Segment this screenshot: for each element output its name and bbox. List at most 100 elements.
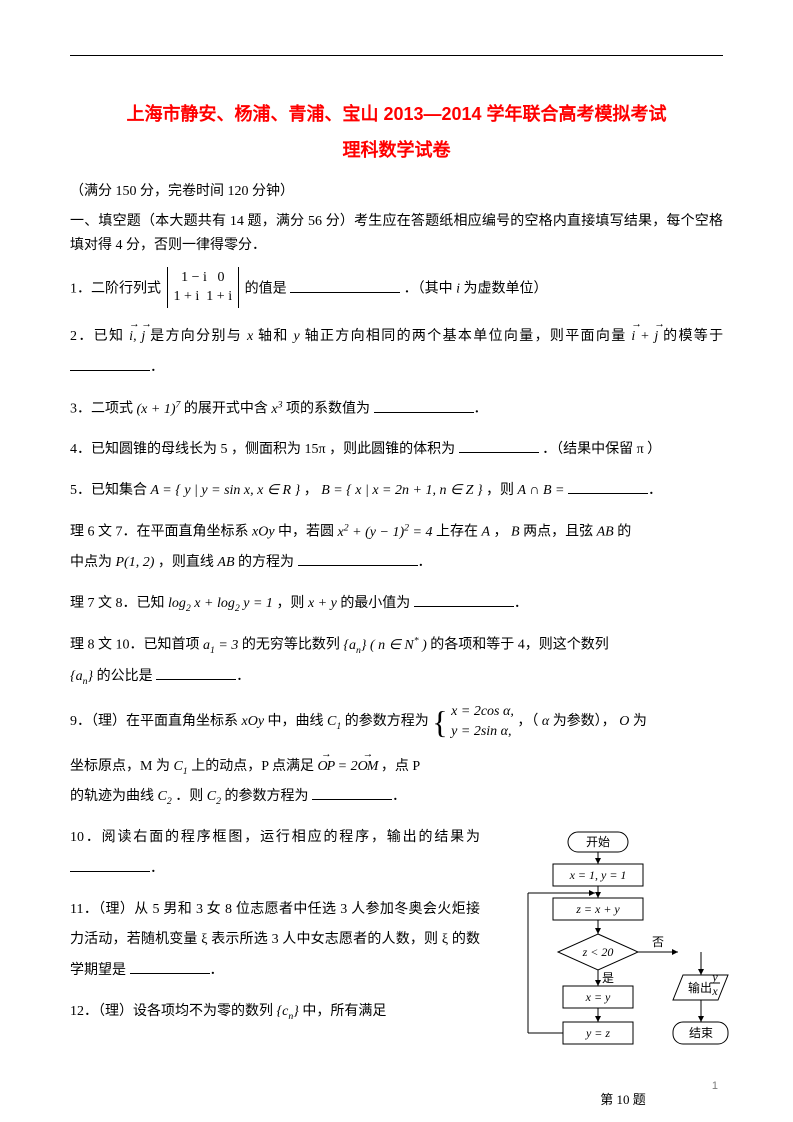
blank <box>568 479 648 494</box>
question-10: 10．阅读右面的程序框图，运行相应的程序，输出的结果为 ． <box>70 823 480 885</box>
q9-b: 中，曲线 <box>268 714 324 729</box>
q7-b: ，则 <box>276 596 304 611</box>
imaginary-i: i <box>456 282 460 297</box>
question-6: 理 6 文 7．在平面直角坐标系 xOy 中，若圆 x2 + (y − 1)2 … <box>70 517 723 579</box>
q9-f: 为 <box>633 714 647 729</box>
blank <box>156 665 236 680</box>
q8-d: 的公比是 <box>97 669 153 684</box>
q6-h: ，则直线 <box>158 555 214 570</box>
q3-b: 的展开式中含 <box>184 402 268 417</box>
q9-d: ，（ <box>517 714 538 729</box>
question-4: 4．已知圆锥的母线长为 5 ，侧面积为 15π ，则此圆锥的体积为 ．（结果中保… <box>70 435 723 466</box>
svg-text:x = y: x = y <box>585 990 611 1004</box>
q6-d: ， <box>494 525 508 540</box>
blank <box>298 551 418 566</box>
q1-text-a: 1．二阶行列式 <box>70 282 161 297</box>
q5-a: 5．已知集合 <box>70 483 147 498</box>
svg-text:z = x + y: z = x + y <box>575 902 620 916</box>
svg-text:y = z: y = z <box>585 1026 610 1040</box>
q2-c: 轴和 <box>258 329 289 344</box>
q9-e: 为参数）， <box>553 714 616 729</box>
q8-b: 的无穷等比数列 <box>242 638 340 653</box>
svg-text:x: x <box>711 984 718 998</box>
blank <box>290 278 400 293</box>
svg-text:否: 否 <box>652 935 664 949</box>
title-main: 上海市静安、杨浦、青浦、宝山 2013—2014 学年联合高考模拟考试 <box>70 100 723 126</box>
q2-a: 2．已知 <box>70 329 124 344</box>
q9-g: 坐标原点，M 为 <box>70 759 170 774</box>
q6-f: 的 <box>617 525 631 540</box>
q2-e: 的模等于 <box>663 329 723 344</box>
det-r1c2: 0 <box>217 270 224 285</box>
q6-b: 中，若圆 <box>278 525 334 540</box>
q12-a: 12．（理）设各项均不为零的数列 <box>70 1004 273 1019</box>
q5-c: ，则 <box>486 483 514 498</box>
q4-b: ，侧面积为 <box>231 442 301 457</box>
flow-start: 开始 <box>586 835 610 849</box>
question-3: 3．二项式 (x + 1)7 的展开式中含 x3 项的系数值为 ． <box>70 394 723 425</box>
meta-line: （满分 150 分，完卷时间 120 分钟） <box>70 180 723 204</box>
q2-b: 是方向分别与 <box>150 329 242 344</box>
flowchart-svg: 开始 x = 1, y = 1 z = x + y z < 20 是 x = y <box>513 830 733 1080</box>
question-5: 5．已知集合 A = { y | y = sin x, x ∈ R } ， B … <box>70 476 723 507</box>
blank <box>374 398 474 413</box>
blank <box>70 857 150 872</box>
q2-d: 轴正方向相同的两个基本单位向量，则平面向量 <box>305 329 627 344</box>
svg-text:z < 20: z < 20 <box>582 945 614 959</box>
q3-a: 3．二项式 <box>70 402 133 417</box>
svg-text:y: y <box>711 970 718 984</box>
q4-e: ） <box>647 442 661 457</box>
question-11: 11．（理）从 5 男和 3 女 8 位志愿者中任选 3 人参加冬奥会火炬接力活… <box>70 895 480 987</box>
q4-c: ，则此圆锥的体积为 <box>329 442 455 457</box>
q9-j: 的轨迹为曲线 <box>70 789 154 804</box>
det-r1c1: 1 − i <box>181 270 207 285</box>
q6-g: 中点为 <box>70 555 112 570</box>
svg-text:输出: 输出 <box>688 980 712 995</box>
section-1-heading: 一、填空题（本大题共有 14 题，满分 56 分）考生应在答题纸相应编号的空格内… <box>70 210 723 258</box>
question-1: 1．二阶行列式 1 − i 0 1 + i 1 + i 的值是 ．（其中 i 为… <box>70 267 723 312</box>
flowchart-caption: 第 10 题 <box>513 1089 733 1108</box>
blank <box>414 592 514 607</box>
q9-k: ．则 <box>175 789 203 804</box>
q4-a: 4．已知圆锥的母线长为 <box>70 442 217 457</box>
q6-c: 上存在 <box>436 525 478 540</box>
q7-a: 理 7 文 8．已知 <box>70 596 165 611</box>
page-number: 1 <box>712 1080 718 1092</box>
q8-c: 的各项和等于 4，则这个数列 <box>430 638 609 653</box>
blank <box>70 356 150 371</box>
q8-a: 理 8 文 10．已知首项 <box>70 638 200 653</box>
title-sub: 理科数学试卷 <box>70 136 723 162</box>
q9-a: 9．（理）在平面直角坐标系 <box>70 714 238 729</box>
q10-a: 10．阅读右面的程序框图，运行相应的程序，输出的结果为 <box>70 830 480 845</box>
q9-i: ，点 P <box>381 759 420 774</box>
q1-text-b: 的值是 <box>245 282 287 297</box>
blank <box>312 785 392 800</box>
q9-h: 上的动点，P 点满足 <box>191 759 314 774</box>
q1-text-c: ．（其中 <box>404 282 453 297</box>
q6-i: 的方程为 <box>238 555 294 570</box>
question-12: 12．（理）设各项均不为零的数列 {cn} 中，所有满足 <box>70 997 480 1028</box>
parametric-cases: { x = 2cos α, y = 2sin α, <box>432 702 514 741</box>
flowchart: 开始 x = 1, y = 1 z = x + y z < 20 是 x = y <box>513 830 733 1108</box>
blank <box>459 438 539 453</box>
det-r2c1: 1 + i <box>174 289 200 304</box>
question-2: 2．已知 i, j 是方向分别与 x 轴和 y 轴正方向相同的两个基本单位向量，… <box>70 322 723 384</box>
question-7: 理 7 文 8．已知 log2 x + log2 y = 1 ，则 x + y … <box>70 589 723 620</box>
svg-text:是: 是 <box>602 971 614 985</box>
det-r2c2: 1 + i <box>206 289 232 304</box>
determinant: 1 − i 0 1 + i 1 + i <box>167 267 240 312</box>
q5-b: ， <box>304 483 318 498</box>
q3-c: 项的系数值为 <box>286 402 370 417</box>
top-rule <box>70 55 723 56</box>
question-9: 9．（理）在平面直角坐标系 xOy 中，曲线 C1 的参数方程为 { x = 2… <box>70 702 723 741</box>
svg-text:x = 1, y = 1: x = 1, y = 1 <box>569 868 627 882</box>
svg-text:结束: 结束 <box>689 1026 713 1040</box>
q12-b: 中，所有满足 <box>302 1004 386 1019</box>
question-9-cont: 坐标原点，M 为 C1 上的动点，P 点满足 OP = 2OM ，点 P 的轨迹… <box>70 752 480 814</box>
q6-e: 两点，且弦 <box>523 525 593 540</box>
blank <box>130 959 210 974</box>
q4-d: ．（结果中保留 <box>542 442 633 457</box>
q9-c: 的参数方程为 <box>345 714 429 729</box>
q1-text-d: 为虚数单位） <box>463 282 547 297</box>
question-8: 理 8 文 10．已知首项 a1 = 3 的无穷等比数列 {an} ( n ∈ … <box>70 630 723 692</box>
